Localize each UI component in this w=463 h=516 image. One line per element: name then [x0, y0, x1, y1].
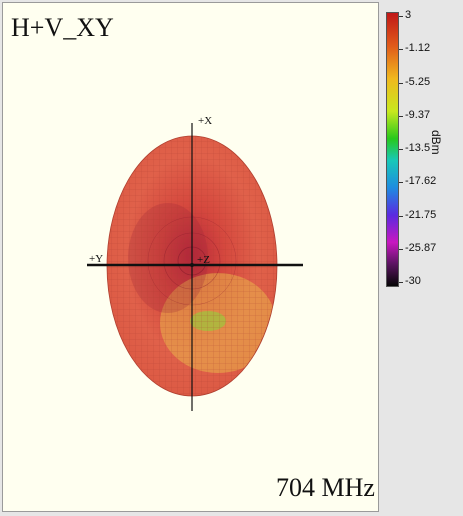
legend-tick-mark — [399, 215, 403, 217]
axis-label-z: +Z — [197, 254, 210, 266]
legend-tick-mark — [399, 16, 403, 17]
frequency-label: 704 MHz — [276, 473, 375, 502]
legend-tick-label: -17.62 — [405, 175, 437, 188]
legend-tick-mark — [399, 115, 403, 117]
axis-label-y: +Y — [89, 253, 103, 265]
color-scale-legend: 3 -1.12 -5.25 -9.37 -13.5 -17.62 -21.75 -25.87 -… — [381, 2, 461, 514]
legend-tick-label: -21.75 — [405, 208, 437, 221]
legend-unit-label: dBm — [429, 130, 443, 155]
origin-marker — [190, 263, 194, 267]
legend-tick-label: 3 — [405, 9, 412, 21]
colorbar — [386, 12, 399, 287]
legend-tick-mark — [399, 82, 403, 84]
legend-tick-mark — [399, 282, 403, 283]
legend-tick-label: -30 — [405, 275, 421, 287]
legend-tick-mark — [399, 149, 403, 150]
legend-tick-mark — [399, 248, 403, 250]
legend-tick-label: -9.37 — [405, 108, 431, 121]
legend-tick-mark — [399, 49, 403, 51]
radiation-pattern-plot: +X +Y +Z — [87, 115, 303, 411]
legend-tick-label: -1.12 — [405, 42, 431, 55]
legend-tick-mark — [399, 182, 403, 184]
legend-tick-label: -5.25 — [405, 75, 431, 88]
legend-tick-label: -13.5 — [405, 142, 431, 154]
radiation-pattern-panel: H+V_XY — [2, 2, 379, 512]
plot-title: H+V_XY — [11, 13, 114, 42]
axis-label-x: +X — [198, 115, 212, 127]
legend-tick-label: -25.87 — [405, 241, 437, 254]
